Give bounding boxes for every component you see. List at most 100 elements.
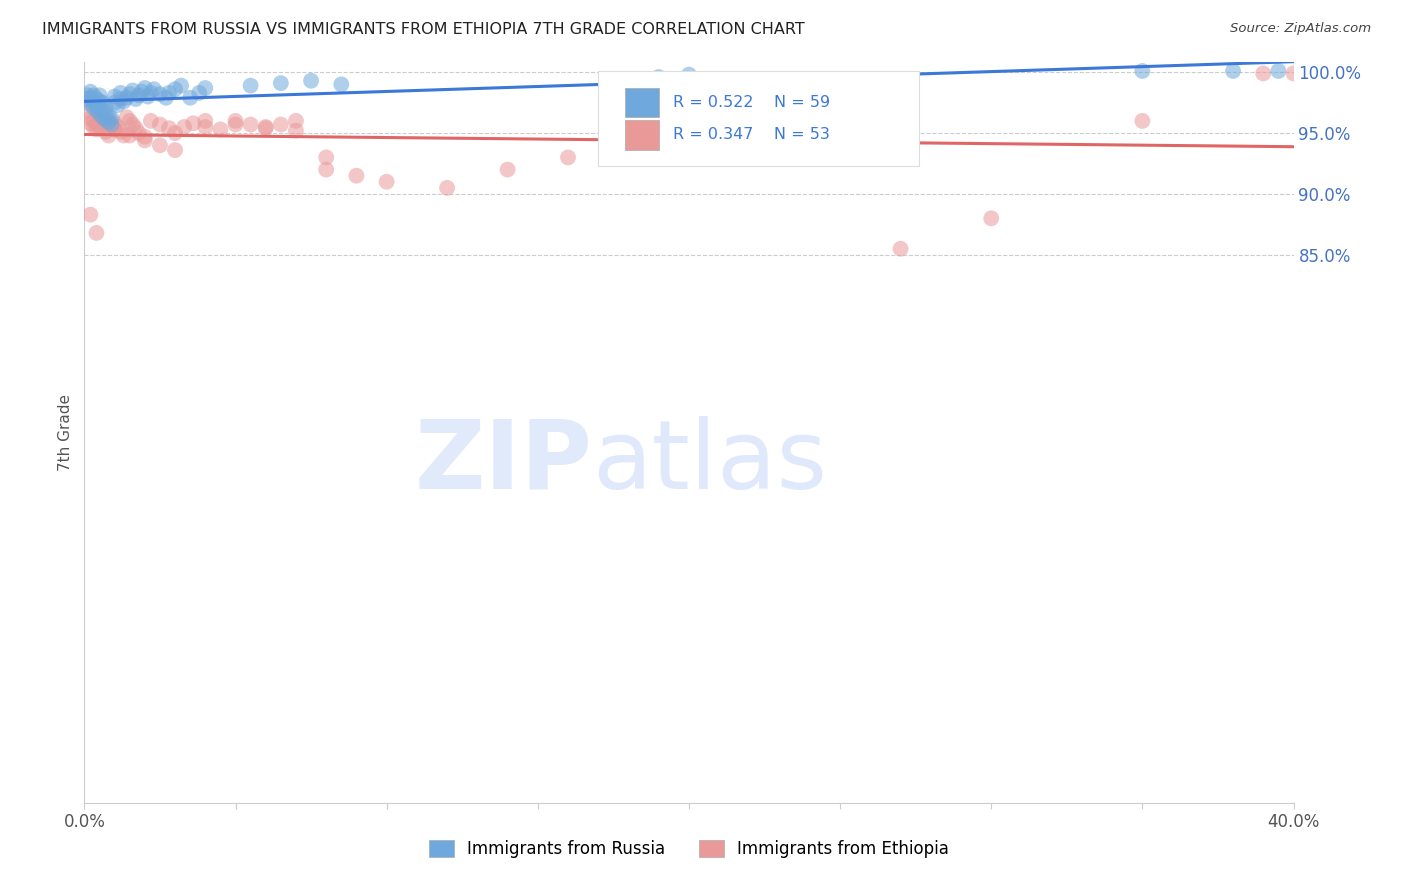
Point (181, 116, 204, 130)
Point (118, 87, 141, 101)
Point (136, 89, 159, 103)
Point (270, 118, 292, 132)
Point (89, 106, 111, 120)
Point (79, 85, 101, 99)
Point (91, 110, 114, 124)
Point (179, 91, 201, 105)
Point (139, 86, 162, 100)
Text: Source: ZipAtlas.com: Source: ZipAtlas.com (1230, 22, 1371, 36)
Point (1253, 66, 1275, 80)
Point (91, 112, 114, 126)
Point (270, 76, 292, 90)
Text: R = 0.347    N = 53: R = 0.347 N = 53 (673, 128, 830, 143)
Point (254, 121, 277, 136)
Point (173, 120, 195, 134)
Point (157, 121, 180, 136)
Point (100, 118, 122, 132)
Point (76, 92, 98, 106)
Point (209, 122, 232, 136)
Point (94, 106, 117, 120)
Point (157, 86, 180, 100)
Point (82, 95, 104, 109)
Point (149, 138, 172, 153)
Point (100, 118, 122, 132)
Point (1267, 64, 1289, 78)
Point (89, 120, 111, 134)
Point (91, 103, 114, 117)
Point (149, 87, 172, 101)
Point (118, 128, 141, 143)
Point (134, 133, 156, 147)
Point (79, 116, 101, 130)
Point (82, 88, 104, 103)
Point (82, 120, 104, 134)
Point (76, 104, 98, 119)
Point (194, 120, 217, 134)
Point (79, 208, 101, 222)
Point (82, 114, 104, 128)
Point (285, 123, 308, 137)
Point (239, 118, 262, 132)
Point (134, 81, 156, 95)
Text: IMMIGRANTS FROM RUSSIA VS IMMIGRANTS FROM ETHIOPIA 7TH GRADE CORRELATION CHART: IMMIGRANTS FROM RUSSIA VS IMMIGRANTS FRO… (42, 22, 804, 37)
Point (128, 88, 150, 103)
Point (82, 95, 104, 109)
Point (94, 120, 117, 134)
Point (97, 118, 120, 132)
Point (97, 115, 120, 129)
Point (97, 109, 120, 123)
Point (330, 78, 353, 92)
Point (299, 73, 322, 87)
Point (86, 118, 108, 132)
Point (110, 125, 132, 139)
FancyBboxPatch shape (599, 71, 918, 166)
Point (94, 112, 117, 127)
Point (648, 70, 671, 84)
Text: R = 0.522    N = 59: R = 0.522 N = 59 (673, 95, 831, 110)
Point (76, 88, 98, 103)
Point (89, 101, 111, 115)
Point (94, 125, 117, 139)
Point (149, 118, 172, 132)
Point (115, 91, 138, 105)
Point (104, 89, 127, 103)
Point (97, 114, 120, 128)
Point (91, 95, 114, 110)
Point (165, 82, 187, 96)
Point (165, 126, 187, 140)
Point (285, 114, 308, 128)
Point (315, 150, 337, 164)
Point (97, 128, 120, 143)
Point (104, 122, 127, 136)
FancyBboxPatch shape (624, 120, 659, 150)
Point (436, 181, 458, 195)
Point (104, 116, 127, 130)
Point (107, 120, 129, 134)
Point (94, 101, 117, 115)
Point (89, 88, 111, 103)
Point (890, 242, 912, 256)
Legend: Immigrants from Russia, Immigrants from Ethiopia: Immigrants from Russia, Immigrants from … (422, 833, 956, 865)
Point (830, 126, 852, 140)
Point (131, 85, 153, 99)
Point (155, 91, 177, 105)
Point (110, 92, 132, 106)
Point (86, 122, 108, 136)
Point (678, 68, 700, 82)
Point (125, 92, 148, 106)
FancyBboxPatch shape (624, 87, 659, 117)
Y-axis label: 7th Grade: 7th Grade (58, 394, 73, 471)
Point (139, 114, 162, 128)
Point (82, 101, 104, 115)
Point (194, 114, 217, 128)
Point (496, 162, 519, 177)
Point (79, 112, 101, 126)
Point (375, 175, 398, 189)
Point (142, 82, 165, 96)
Point (188, 86, 211, 100)
Point (112, 128, 135, 143)
Point (107, 98, 129, 112)
Point (557, 150, 579, 164)
Point (89, 95, 111, 109)
Point (115, 110, 138, 124)
